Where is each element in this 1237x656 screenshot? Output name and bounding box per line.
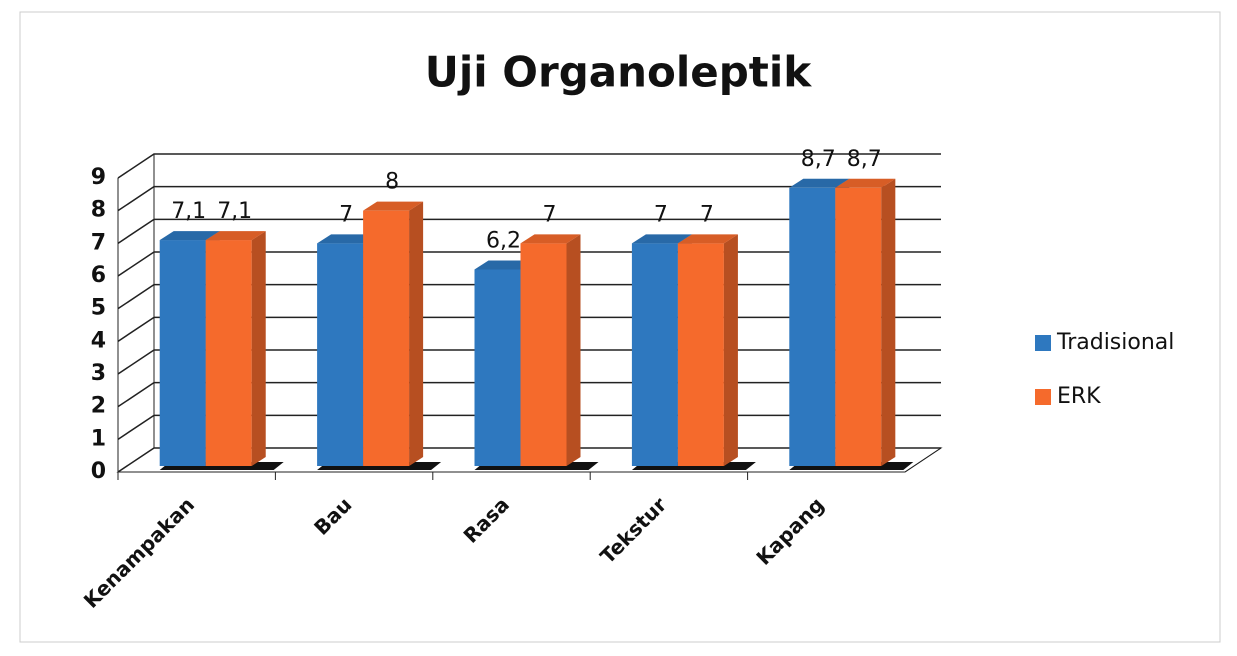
bar-top-shade (474, 260, 535, 270)
bar (317, 243, 364, 466)
bar-top-shade (317, 234, 378, 244)
data-label: 7,1 (171, 199, 206, 224)
grid-line (117, 218, 941, 244)
data-label: 8,7 (801, 147, 836, 172)
bar-top (205, 231, 266, 241)
bar-top (677, 234, 738, 244)
y-tick-label: 5 (91, 296, 106, 321)
bar-side (723, 234, 738, 466)
bar-side-shade (409, 201, 424, 466)
bar-top (520, 234, 581, 244)
y-tick-label: 2 (91, 394, 106, 419)
bar (363, 210, 410, 466)
y-tick-label: 9 (91, 165, 106, 190)
data-label: 8,7 (847, 147, 882, 172)
bar-side-shade (723, 234, 738, 466)
bar-top (159, 231, 220, 241)
bar (677, 243, 724, 466)
y-tick-label: 4 (91, 328, 106, 353)
bar (159, 240, 206, 466)
bar-top (789, 178, 850, 188)
y-tick-label: 1 (91, 426, 106, 451)
bar-top (474, 260, 535, 270)
bar-side (409, 201, 424, 466)
bar (474, 269, 521, 466)
bar-side-shade (566, 234, 581, 466)
bar-top-shade (631, 234, 692, 244)
bar-top-shade (159, 231, 220, 241)
bar-top (835, 178, 896, 188)
y-tick-label: 0 (91, 459, 106, 484)
bar-top-shade (677, 234, 738, 244)
y-tick-label: 6 (91, 263, 106, 288)
y-tick-label: 7 (91, 230, 106, 255)
bar-side-shade (881, 178, 896, 467)
bar-top-shade (520, 234, 581, 244)
bar (205, 240, 252, 466)
bar-top-shade (789, 178, 850, 188)
bar-top (631, 234, 692, 244)
bar (631, 243, 678, 466)
bar-top-shade (835, 178, 896, 188)
legend-swatch (1035, 335, 1051, 351)
legend-label: ERK (1057, 384, 1101, 409)
data-label: 7 (339, 202, 353, 227)
legend-swatch (1035, 389, 1051, 405)
chart-title: Uji Organoleptik (425, 48, 813, 97)
grid-line (117, 153, 941, 179)
bar (520, 243, 567, 466)
bar-side (566, 234, 581, 466)
bar-top-shade (363, 201, 424, 211)
legend-label: Tradisional (1056, 330, 1174, 355)
grid-line (117, 185, 941, 212)
y-tick-label: 8 (91, 198, 106, 223)
data-label: 7,1 (217, 199, 252, 224)
bar (835, 187, 882, 467)
bar-top (317, 234, 378, 244)
y-tick-label: 3 (91, 361, 106, 386)
bar-side-shade (251, 231, 266, 466)
data-label: 7 (654, 202, 668, 227)
data-label: 6,2 (486, 228, 521, 253)
bar-side (251, 231, 266, 466)
bar-side (881, 178, 896, 467)
data-label: 8 (385, 170, 399, 195)
bar (789, 187, 836, 467)
data-label: 7 (700, 202, 714, 227)
bar-top (363, 201, 424, 211)
data-label: 7 (543, 202, 557, 227)
bar-top-shade (205, 231, 266, 241)
x-axis-right (904, 447, 942, 473)
